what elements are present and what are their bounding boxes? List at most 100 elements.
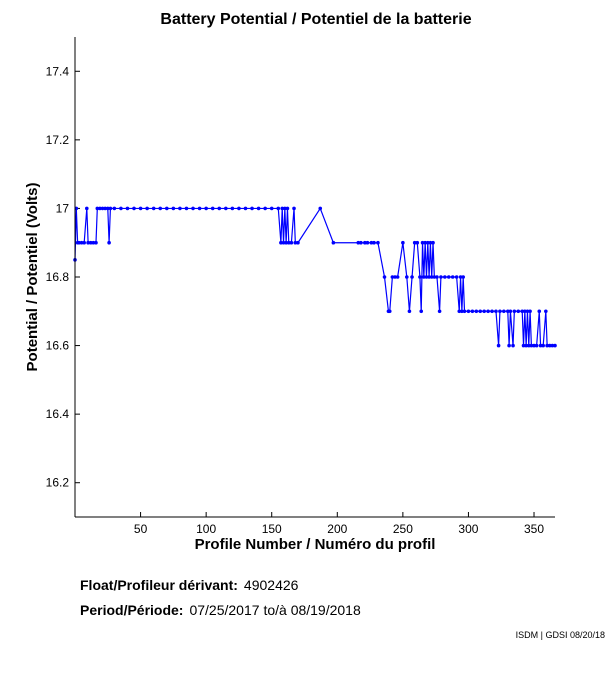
data-point: [145, 206, 149, 211]
data-point: [224, 206, 228, 211]
data-point: [429, 275, 434, 279]
data-point: [151, 206, 156, 211]
data-point: [178, 206, 182, 211]
data-point: [415, 240, 420, 245]
data-point: [85, 206, 89, 211]
data-point: [285, 206, 290, 211]
y-tick-label: 17.2: [46, 133, 70, 147]
data-point: [486, 309, 490, 314]
data-point: [165, 206, 169, 211]
data-point: [363, 240, 367, 245]
data-point: [88, 240, 93, 245]
float-value: 4902426: [243, 577, 299, 593]
data-point: [390, 275, 395, 279]
data-point: [425, 240, 430, 245]
data-point: [103, 206, 107, 211]
data-point: [450, 275, 455, 279]
data-point: [525, 309, 530, 314]
data-point: [550, 343, 555, 348]
data-point: [263, 206, 267, 211]
data-point: [437, 309, 442, 314]
data-point: [508, 309, 513, 314]
y-tick-label: 17: [56, 201, 70, 215]
period-start: 07/25/2017: [189, 602, 260, 618]
data-point: [524, 343, 528, 348]
data-point: [553, 343, 557, 348]
x-tick-label: 300: [458, 522, 478, 536]
data-point: [520, 309, 525, 314]
data-point: [286, 240, 291, 245]
chart-title: Battery Potential / Potentiel de la batt…: [160, 11, 471, 28]
data-point: [369, 240, 374, 245]
float-label: Float/Profileur dérivant:: [80, 577, 238, 593]
data-point: [217, 206, 222, 211]
data-point: [423, 240, 427, 245]
data-point: [197, 206, 202, 211]
data-point: [82, 240, 86, 245]
y-tick-label: 16.8: [46, 270, 70, 284]
x-tick-label: 250: [393, 522, 413, 536]
y-tick-label: 16.4: [46, 407, 70, 421]
data-point: [494, 309, 498, 314]
data-point: [107, 240, 111, 245]
data-point: [210, 206, 215, 211]
data-point: [158, 206, 163, 211]
data-point: [95, 206, 100, 211]
data-point: [184, 206, 189, 211]
data-point: [318, 206, 323, 211]
data-point: [292, 206, 296, 211]
data-point: [108, 206, 113, 211]
data-point: [418, 275, 422, 279]
data-point: [529, 343, 534, 348]
period-label: Period/Période:: [80, 602, 184, 618]
data-point: [431, 240, 435, 245]
data-point: [538, 343, 543, 348]
data-point: [98, 206, 102, 211]
x-tick-label: 350: [524, 522, 544, 536]
data-point: [458, 275, 463, 279]
data-point: [532, 343, 536, 348]
data-point: [407, 309, 412, 314]
data-point: [507, 343, 511, 348]
data-point: [462, 309, 467, 314]
data-point: [523, 309, 527, 314]
data-point: [296, 240, 300, 245]
data-point: [393, 275, 397, 279]
data-point: [372, 240, 376, 245]
data-point: [482, 309, 486, 314]
data-point: [100, 206, 105, 211]
data-point: [446, 275, 451, 279]
data-point: [365, 240, 370, 245]
y-tick-label: 17.4: [46, 64, 70, 78]
credit-text: ISDM | GDSI 08/20/18: [515, 630, 605, 640]
data-point: [256, 206, 261, 211]
data-point: [94, 240, 98, 245]
data-point: [427, 275, 431, 279]
data-point: [490, 309, 494, 314]
period-separator: to/à: [263, 602, 287, 618]
data-point: [547, 343, 552, 348]
data-point: [237, 206, 241, 211]
data-point: [401, 240, 405, 245]
y-tick-label: 16.2: [46, 476, 70, 490]
data-point: [79, 240, 84, 245]
data-point: [132, 206, 136, 211]
series-line: [74, 207, 555, 347]
data-point: [284, 240, 288, 245]
x-tick-label: 150: [262, 522, 282, 536]
data-point: [537, 309, 542, 314]
data-point: [280, 206, 285, 211]
data-point: [439, 275, 443, 279]
data-point: [331, 240, 336, 245]
data-point: [112, 206, 117, 211]
y-tick-label: 16.6: [46, 339, 70, 353]
x-tick-label: 50: [134, 522, 148, 536]
data-point: [498, 309, 502, 314]
data-point: [191, 206, 195, 211]
data-point: [356, 240, 361, 245]
data-point: [293, 240, 298, 245]
data-point: [454, 275, 459, 279]
x-tick-label: 200: [327, 522, 347, 536]
data-point: [424, 275, 429, 279]
